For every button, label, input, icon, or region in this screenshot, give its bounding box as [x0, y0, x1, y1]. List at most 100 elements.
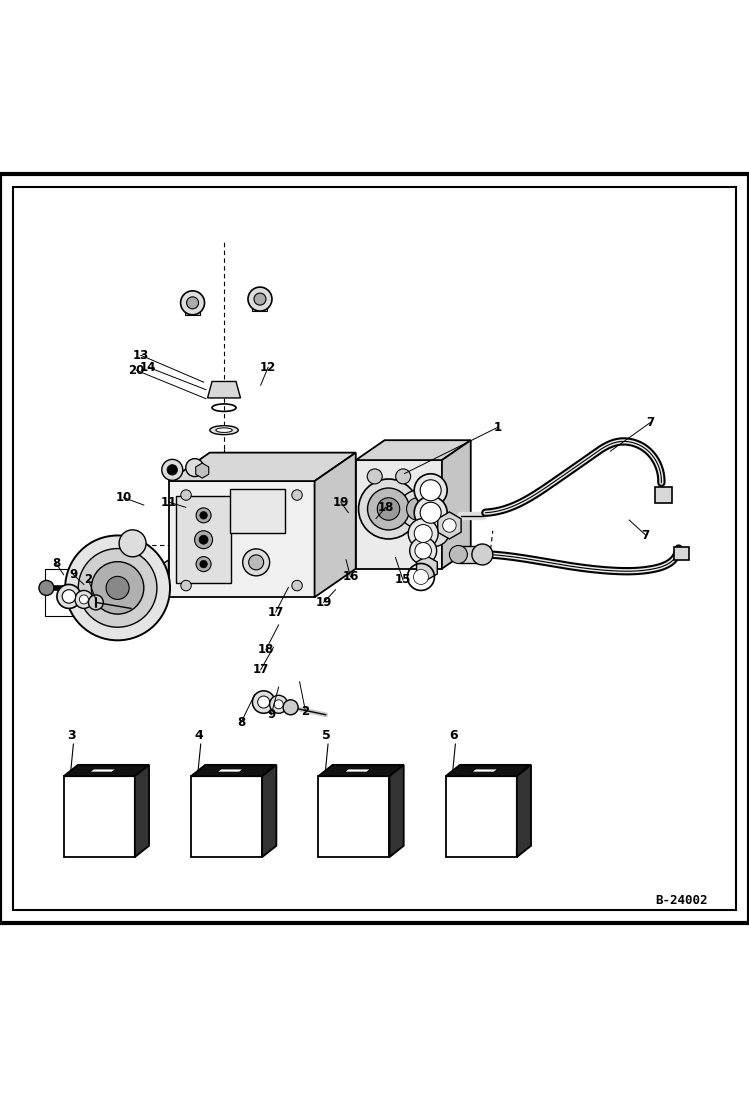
- Polygon shape: [169, 482, 315, 597]
- Polygon shape: [471, 769, 498, 772]
- Text: 6: 6: [449, 730, 458, 743]
- Circle shape: [78, 548, 157, 627]
- Text: B-24002: B-24002: [655, 894, 708, 907]
- Text: 7: 7: [646, 416, 654, 429]
- Circle shape: [39, 580, 54, 596]
- Circle shape: [162, 460, 183, 480]
- Bar: [655, 487, 672, 504]
- Text: 17: 17: [252, 664, 269, 677]
- Circle shape: [119, 530, 146, 557]
- Polygon shape: [446, 765, 531, 777]
- Circle shape: [368, 488, 410, 530]
- Text: 2: 2: [302, 705, 309, 719]
- Circle shape: [443, 519, 456, 532]
- Circle shape: [395, 468, 410, 484]
- Polygon shape: [207, 382, 240, 398]
- Polygon shape: [135, 765, 149, 857]
- Circle shape: [196, 508, 211, 523]
- Circle shape: [420, 502, 441, 523]
- Circle shape: [359, 479, 419, 539]
- Text: 19: 19: [315, 596, 332, 609]
- Circle shape: [195, 531, 213, 548]
- Circle shape: [377, 498, 400, 520]
- Circle shape: [167, 465, 178, 475]
- Circle shape: [65, 535, 170, 641]
- Polygon shape: [389, 765, 404, 857]
- Polygon shape: [64, 777, 135, 857]
- Text: 18: 18: [258, 643, 274, 656]
- Circle shape: [292, 489, 303, 500]
- Circle shape: [407, 498, 429, 520]
- Circle shape: [79, 595, 88, 604]
- Polygon shape: [318, 777, 389, 857]
- Circle shape: [415, 543, 431, 559]
- Ellipse shape: [210, 426, 238, 434]
- Circle shape: [106, 576, 129, 599]
- Circle shape: [248, 287, 272, 312]
- Text: 13: 13: [133, 349, 149, 362]
- Polygon shape: [437, 512, 461, 539]
- Text: 10: 10: [115, 491, 132, 504]
- Circle shape: [88, 595, 103, 610]
- Bar: [252, 296, 267, 312]
- Text: 1: 1: [494, 420, 502, 433]
- Bar: [185, 299, 200, 315]
- Polygon shape: [416, 556, 437, 580]
- Circle shape: [414, 474, 447, 507]
- Bar: [45, 569, 139, 615]
- Text: 11: 11: [160, 496, 177, 509]
- Polygon shape: [195, 463, 209, 478]
- Text: 9: 9: [69, 568, 78, 581]
- Circle shape: [186, 459, 204, 476]
- Circle shape: [196, 556, 211, 572]
- Text: 15: 15: [395, 574, 411, 587]
- Circle shape: [420, 479, 441, 500]
- Circle shape: [449, 545, 467, 564]
- Circle shape: [91, 562, 144, 614]
- Circle shape: [283, 700, 298, 715]
- Polygon shape: [446, 777, 517, 857]
- Polygon shape: [176, 496, 231, 584]
- Circle shape: [472, 544, 493, 565]
- Circle shape: [413, 569, 428, 585]
- Circle shape: [200, 561, 207, 568]
- Circle shape: [75, 590, 93, 609]
- Circle shape: [292, 580, 303, 591]
- Circle shape: [249, 555, 264, 569]
- Text: 9: 9: [267, 709, 276, 722]
- Polygon shape: [216, 769, 243, 772]
- Circle shape: [367, 468, 382, 484]
- Circle shape: [62, 590, 76, 603]
- Polygon shape: [315, 453, 356, 597]
- Polygon shape: [230, 489, 285, 533]
- Text: 2: 2: [85, 574, 92, 587]
- Text: 7: 7: [642, 529, 649, 542]
- Text: 14: 14: [140, 361, 157, 374]
- Circle shape: [57, 585, 81, 609]
- Text: 4: 4: [195, 730, 204, 743]
- Circle shape: [258, 697, 270, 708]
- Polygon shape: [191, 765, 276, 777]
- Circle shape: [414, 496, 447, 529]
- Circle shape: [254, 293, 266, 305]
- Circle shape: [408, 519, 438, 548]
- Circle shape: [243, 548, 270, 576]
- Bar: [674, 547, 689, 561]
- Polygon shape: [356, 460, 442, 568]
- Text: 17: 17: [267, 606, 284, 619]
- Polygon shape: [262, 765, 276, 857]
- Circle shape: [200, 511, 207, 519]
- Polygon shape: [89, 769, 116, 772]
- Circle shape: [274, 700, 283, 709]
- Polygon shape: [169, 453, 356, 482]
- Circle shape: [181, 291, 204, 315]
- Circle shape: [270, 695, 288, 713]
- Circle shape: [399, 490, 437, 528]
- Text: 20: 20: [128, 364, 145, 376]
- Circle shape: [414, 524, 432, 543]
- Text: 5: 5: [322, 730, 331, 743]
- Polygon shape: [64, 765, 149, 777]
- Polygon shape: [442, 440, 471, 568]
- Text: 12: 12: [260, 361, 276, 374]
- Polygon shape: [318, 765, 404, 777]
